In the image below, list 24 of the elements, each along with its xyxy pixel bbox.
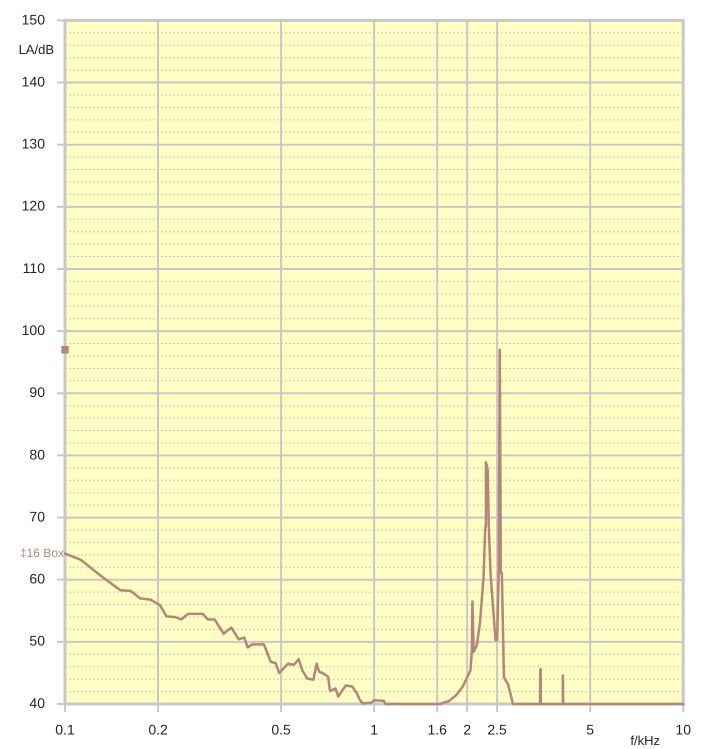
y-axis-title: LA/dB xyxy=(18,42,54,57)
x-tick-label: 2 xyxy=(463,721,472,738)
x-tick-label: 0.5 xyxy=(271,721,291,738)
y-tick-label: 130 xyxy=(22,136,46,152)
x-tick-label: 5 xyxy=(586,721,594,738)
y-tick-label: 110 xyxy=(22,260,46,276)
x-tick-label: 1.6 xyxy=(427,721,448,738)
x-tick-label: 10 xyxy=(675,721,692,738)
x-tick-label: 1 xyxy=(370,721,378,738)
x-tick-label: 0.1 xyxy=(55,721,75,738)
x-axis-title: f/kHz xyxy=(630,733,660,748)
y-tick-label: 80 xyxy=(29,446,46,462)
y-tick-label: 90 xyxy=(29,384,46,400)
y-tick-label: 70 xyxy=(29,508,46,524)
series-label: ‡16 Box xyxy=(20,546,64,560)
y-tick-label: 40 xyxy=(29,694,46,711)
y-tick-label: 120 xyxy=(22,198,46,214)
y-tick-label: 150 xyxy=(22,11,46,28)
x-tick-label: 2.5 xyxy=(487,721,508,738)
y-tick-label: 100 xyxy=(22,322,46,338)
y-tick-label: 50 xyxy=(29,632,46,649)
y-tick-label: 60 xyxy=(29,570,46,587)
x-tick-label: 0.2 xyxy=(148,721,168,738)
y-tick-label: 140 xyxy=(22,73,46,90)
